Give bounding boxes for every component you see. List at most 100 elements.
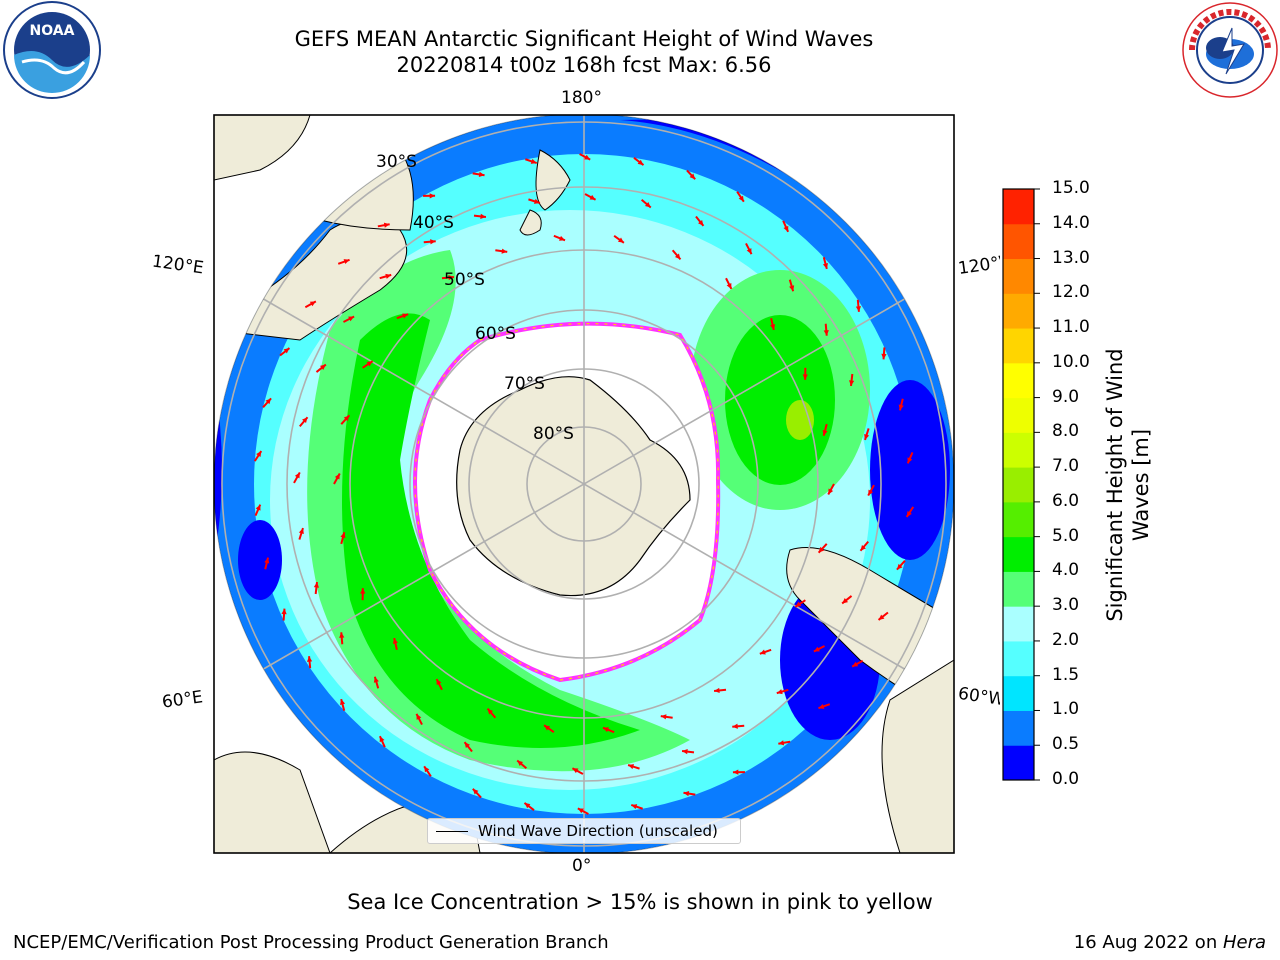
wave-arrow-head [256, 451, 262, 457]
wave-arrow-head [855, 306, 862, 312]
colorbar-tick-label: 6.0 [1052, 490, 1080, 511]
colorbar-tick-label: 9.0 [1052, 386, 1080, 407]
wave-arrow-head [544, 725, 551, 731]
wave-arrow-head [822, 429, 828, 436]
colorbar-swatch [1003, 293, 1034, 329]
wave-arrow-head [572, 768, 579, 774]
colorbar-swatch [1003, 397, 1034, 433]
wave-arrow-head [340, 532, 346, 539]
colorbar-swatch [1003, 571, 1034, 607]
wave-arrow-head [334, 473, 340, 480]
wave-arrow-head [416, 713, 422, 720]
colorbar-tick-label: 13.0 [1052, 247, 1090, 268]
wave-arrow-head [392, 638, 398, 644]
wave-arrow-head [726, 282, 732, 289]
wave-arrow-head [501, 248, 508, 254]
colorbar-swatch [1003, 432, 1034, 468]
colorbar-tick-label: 0.5 [1052, 734, 1080, 755]
wave-arrow-head [849, 380, 855, 386]
colorbar [1002, 188, 1040, 781]
wave-arrow-head [714, 687, 720, 694]
lat-label-70s: 70°S [504, 374, 545, 394]
wave-arrow-head [842, 598, 848, 604]
colorbar-swatch [1003, 189, 1034, 225]
colorbar-tick-label: 14.0 [1052, 212, 1090, 233]
wave-arrow-head [823, 330, 829, 336]
wave-arrow-head [682, 749, 688, 755]
colorbar-swatch [1003, 258, 1034, 294]
wave-arrow-head [487, 708, 494, 715]
wave-arrow-head [339, 632, 345, 638]
wave-arrow-head [631, 804, 638, 810]
wave-arrow-head [828, 488, 834, 495]
wave-arrow-head [818, 703, 825, 709]
lat-label-30s: 30°S [376, 152, 417, 172]
colorbar-swatch [1003, 640, 1034, 677]
wave-arrow-head [577, 808, 584, 814]
colorbar-tick-label: 8.0 [1052, 421, 1080, 442]
colorbar-tick-label: 11.0 [1052, 317, 1090, 338]
lat-label-80s: 80°S [533, 424, 574, 444]
wave-arrow-head [472, 788, 479, 795]
wave-arrow-head [383, 222, 390, 228]
colorbar-swatch [1003, 745, 1034, 781]
colorbar-tick-label: 12.0 [1052, 282, 1090, 303]
wave-arrow-head [294, 472, 300, 479]
lat-label-40s: 40°S [413, 213, 454, 233]
colorbar-tick-label: 1.5 [1052, 664, 1080, 685]
wave-arrow-head [436, 679, 442, 686]
footer-machine: Hera [1222, 932, 1266, 953]
wave-arrow-head [698, 220, 704, 226]
map-subtitle: 20220814 t00z 168h fcst Max: 6.56 [396, 53, 772, 77]
legend-line-icon [436, 831, 468, 832]
wave-arrow-head [589, 194, 596, 200]
wave-arrow-head [584, 154, 591, 160]
wave-arrow-head [429, 193, 436, 199]
colorbar-tick-label: 0.0 [1052, 769, 1080, 789]
wave-arrow-head [478, 171, 485, 177]
wave-arrow-head [517, 760, 524, 766]
wave-arrow-head [878, 614, 885, 620]
colorbar-tick-label: 10.0 [1052, 351, 1090, 372]
wave-arrow-head [309, 301, 316, 307]
wave-arrow-head [402, 313, 409, 319]
wave-arrow-head [898, 404, 904, 411]
colorbar-swatch [1003, 362, 1034, 399]
wave-arrow-head [530, 158, 537, 164]
wave-arrow-head [881, 353, 887, 360]
colorbar-tick-label: 4.0 [1052, 560, 1080, 581]
footer-date-text: 16 Aug 2022 on [1073, 932, 1223, 953]
wave-arrow-head [348, 316, 355, 322]
wave-arrow-head [683, 791, 690, 797]
lat-label-60s: 60°S [475, 324, 516, 344]
wave-direction-arrows [253, 153, 915, 815]
wave-arrow-head [822, 262, 828, 269]
wave-arrow-head [868, 489, 874, 496]
wave-arrow-head [732, 769, 739, 775]
wave-arrow-head [306, 656, 313, 662]
lat-label-50s: 50°S [444, 270, 485, 290]
wave-arrow-head [464, 742, 470, 748]
lon-label-60w: 60°W [956, 684, 1000, 711]
wave-arrow-head [265, 398, 272, 405]
wave-arrow-head [448, 274, 454, 281]
colorbar-tick-label: 2.0 [1052, 629, 1080, 650]
colorbar-title: Significant Height of Wind Waves [m] [1103, 348, 1153, 622]
wave-arrow-head [746, 248, 752, 255]
map-legend: Wind Wave Direction (unscaled) [427, 818, 741, 844]
wave-arrow-head [385, 273, 392, 279]
wave-arrow-head [896, 563, 903, 570]
map-title: GEFS MEAN Antarctic Significant Height o… [294, 27, 874, 51]
map-frame [213, 114, 955, 854]
wave-arrow-head [795, 601, 802, 607]
colorbar-tick-label: 5.0 [1052, 525, 1080, 546]
wave-arrow-head [340, 699, 346, 706]
footer-credit: NCEP/EMC/Verification Post Processing Pr… [13, 932, 609, 953]
wave-arrow-head [674, 253, 681, 260]
colorbar-frame [1002, 188, 1035, 781]
svg-text:NOAA: NOAA [30, 23, 75, 39]
wave-arrow-head [906, 511, 912, 517]
wave-arrow-head [264, 557, 270, 564]
lon-label-0: 0° [572, 856, 592, 876]
